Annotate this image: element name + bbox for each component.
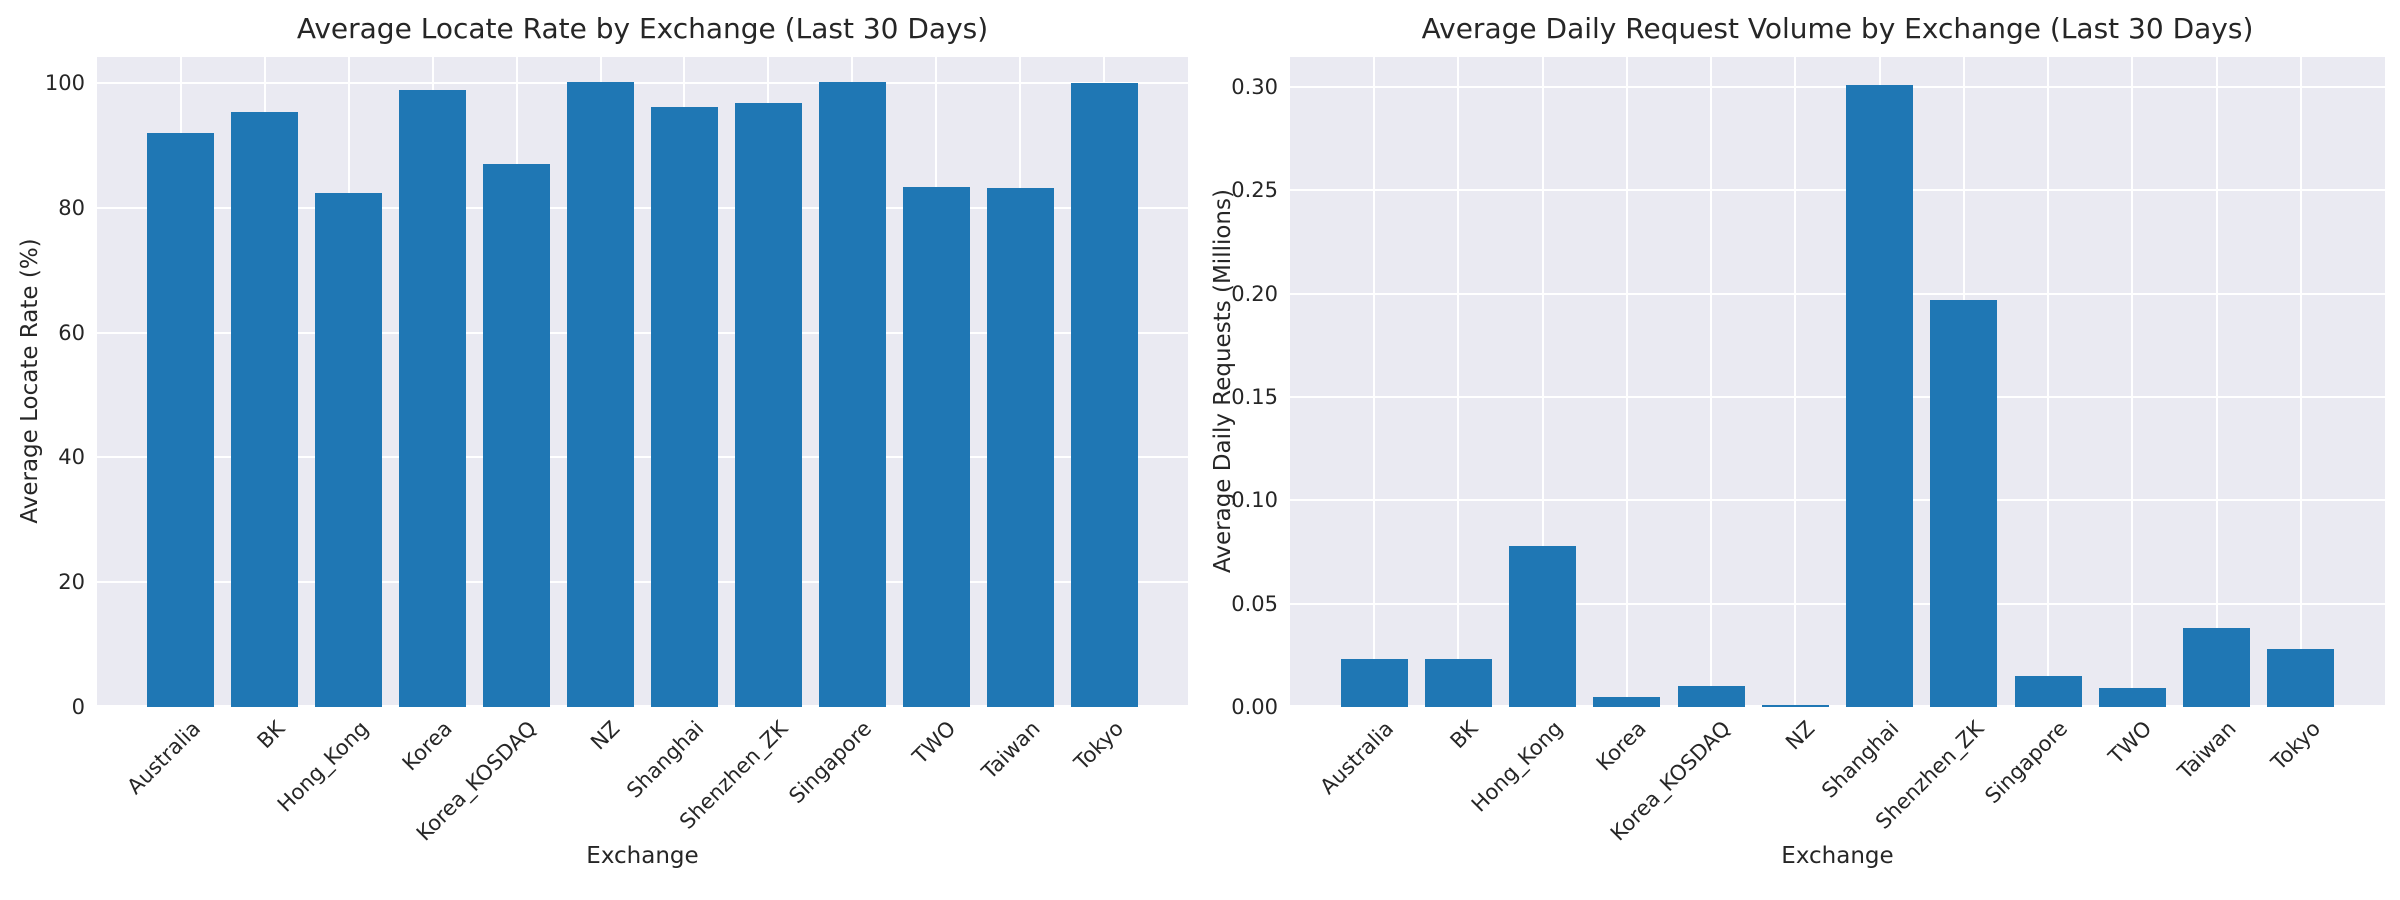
h-gridline [1290,602,2385,605]
y-tick-label: 0.00 [1231,695,1278,719]
bar-TWO [903,187,970,707]
plot-area-request-volume [1290,57,2385,707]
h-gridline [97,705,1188,707]
y-tick-label: 20 [58,570,85,595]
x-tick-label-TWO: TWO [2104,716,2157,769]
x-tick-label-BK: BK [252,716,290,754]
y-tick-label: 60 [58,320,85,345]
v-gridline [2215,57,2218,707]
y-tick-label: 0.05 [1231,591,1278,616]
v-gridline [2047,57,2050,707]
bar-NZ [567,82,634,707]
v-gridline [2299,57,2302,707]
x-axis-label-request-volume: Exchange [1781,843,1894,869]
v-gridline [1541,57,1544,707]
h-gridline [1290,499,2385,502]
y-tick-label: 100 [44,71,85,96]
x-tick-label-Australia: Australia [1315,716,1399,799]
h-gridline [97,206,1188,209]
v-gridline [1710,57,1713,707]
bar-Hong_Kong [315,193,382,707]
x-tick-label-Hong_Kong: Hong_Kong [1466,716,1567,817]
bar-Korea_KOSDAQ [1678,686,1745,707]
y-tick-label: 0.15 [1231,384,1278,409]
v-gridline [1625,57,1628,707]
y-tick-label: 0.20 [1231,281,1278,306]
x-tick-label-Korea: Korea [397,716,457,776]
x-tick-label-Tokyo: Tokyo [1069,716,1129,775]
x-tick-label-Tokyo: Tokyo [2266,716,2326,775]
plot-area-locate-rate [97,57,1188,707]
x-tick-label-NZ: NZ [586,716,625,755]
x-tick-label-Taiwan: Taiwan [2173,716,2241,784]
h-gridline [1290,705,2385,707]
v-gridline [1373,57,1376,707]
bar-BK [231,112,298,707]
h-gridline [1290,189,2385,192]
x-tick-label-BK: BK [1445,716,1483,754]
h-gridline [97,456,1188,459]
bar-Korea [399,90,466,707]
h-gridline [1290,395,2385,398]
x-tick-label-Korea: Korea [1592,716,1652,776]
bar-Taiwan [987,188,1054,707]
bar-Shenzhen_ZK [1930,300,1997,707]
h-gridline [1290,85,2385,88]
bar-Shanghai [651,107,718,707]
bar-Singapore [819,82,886,707]
x-axis-label-locate-rate: Exchange [586,843,699,869]
bar-Hong_Kong [1509,546,1576,707]
y-tick-label: 80 [58,195,85,220]
h-gridline [97,331,1188,334]
v-gridline [2131,57,2134,707]
bar-Shenzhen_ZK [735,103,802,707]
y-tick-label: 0.25 [1231,178,1278,203]
x-tick-label-Shanghai: Shanghai [1817,716,1904,803]
y-tick-label: 0 [71,695,85,719]
h-gridline [97,581,1188,584]
v-gridline [1457,57,1460,707]
chart-title-locate-rate: Average Locate Rate by Exchange (Last 30… [296,12,989,45]
bar-Tokyo [1071,83,1138,707]
bar-Australia [1341,659,1408,707]
h-gridline [97,82,1188,85]
y-tick-label: 40 [58,445,85,470]
y-axis-label-locate-rate: Average Locate Rate (%) [17,238,43,524]
h-gridline [1290,292,2385,295]
x-tick-label-Singapore: Singapore [1980,716,2073,809]
x-tick-label-TWO: TWO [908,716,961,769]
bar-Korea [1593,697,1660,707]
x-tick-label-Australia: Australia [122,716,206,799]
bar-Korea_KOSDAQ [483,164,550,707]
bar-Australia [147,133,214,707]
x-tick-label-NZ: NZ [1781,716,1820,755]
x-tick-label-Singapore: Singapore [784,716,877,809]
bar-Taiwan [2183,628,2250,707]
bar-TWO [2099,688,2166,707]
bar-NZ [1762,705,1829,707]
bar-Singapore [2015,676,2082,707]
x-tick-label-Taiwan: Taiwan [976,716,1045,784]
x-tick-label-Shanghai: Shanghai [622,716,709,803]
chart-title-request-volume: Average Daily Request Volume by Exchange… [1421,12,2254,45]
y-tick-label: 0.30 [1231,74,1278,99]
bar-Shanghai [1846,85,1913,707]
v-gridline [1794,57,1797,707]
y-tick-label: 0.10 [1231,488,1278,513]
bar-BK [1425,659,1492,707]
bar-Tokyo [2267,649,2334,707]
